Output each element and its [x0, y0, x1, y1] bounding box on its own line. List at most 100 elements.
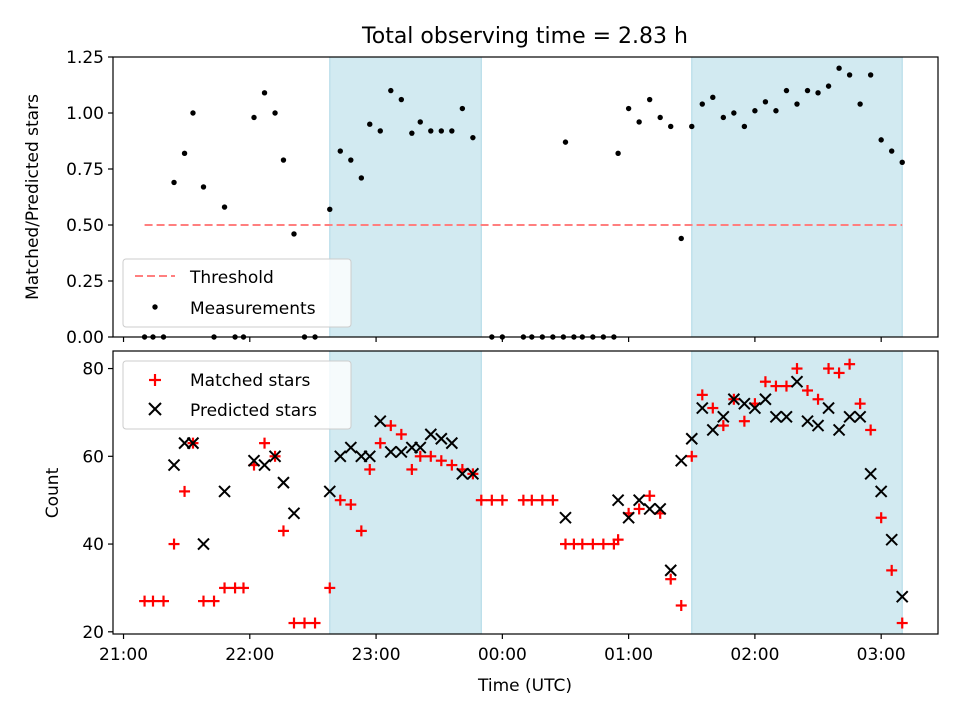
matched-point [833, 367, 845, 379]
matched-point [385, 420, 397, 432]
measurement-point [459, 105, 466, 112]
measurement-point [337, 148, 343, 154]
matched-point [147, 595, 159, 607]
matched-point [738, 415, 750, 427]
top-panel: 0.00 0.25 0.50 0.75 1.00 1.25 Matched/Predict… [23, 48, 939, 348]
measurement-point [867, 72, 874, 78]
measurement-point [836, 65, 842, 71]
predicted-point [414, 441, 427, 454]
measurement-point [668, 123, 674, 130]
measurement-point [562, 139, 569, 145]
matched-point [770, 380, 782, 392]
top-axes-frame [112, 56, 939, 338]
predicted-point [696, 401, 709, 415]
legend-threshold-label: Threshold [189, 268, 274, 288]
predicted-point [559, 511, 572, 524]
matched-point [486, 494, 498, 506]
measurement-point [752, 108, 758, 114]
predicted-point [832, 423, 846, 437]
predicted-point [801, 414, 814, 428]
matched-point [288, 617, 300, 629]
measurement-point [699, 101, 705, 107]
predicted-points [167, 375, 909, 603]
matched-point [364, 463, 376, 475]
y-tick-label: 40 [82, 535, 104, 555]
bottom-x-ticks: 21:00 22:00 23:00 00:00 01:00 02:00 03:00 [99, 634, 906, 665]
matched-point [355, 525, 367, 537]
matched-point [576, 538, 588, 550]
predicted-point [653, 502, 667, 516]
measurement-point [377, 128, 383, 134]
matched-point [299, 617, 311, 629]
measurement-point [428, 128, 434, 134]
predicted-point [287, 507, 301, 520]
predicted-point [811, 419, 825, 432]
matched-point [875, 512, 887, 524]
matched-points [139, 358, 908, 629]
matched-point [665, 573, 677, 585]
measurement-point [678, 235, 684, 242]
measurement-point [825, 83, 832, 89]
predicted-point [738, 397, 751, 410]
matched-point [536, 494, 548, 506]
predicted-point [874, 485, 888, 498]
measurement-point [291, 231, 297, 237]
measurement-point [899, 159, 905, 165]
predicted-point [218, 485, 231, 498]
y-tick-label: 0.75 [66, 160, 104, 180]
shaded-region [691, 56, 903, 338]
measurement-point [615, 150, 621, 157]
measurement-point [657, 114, 663, 121]
matched-point [425, 450, 437, 462]
measurement-point [625, 105, 632, 112]
y-tick-label: 0.25 [66, 272, 104, 292]
measurement-point [731, 110, 737, 116]
bottom-shaded-regions [329, 350, 903, 635]
matched-point [633, 503, 645, 515]
matched-point [406, 463, 418, 475]
measurement-point [804, 87, 811, 94]
matched-point [237, 582, 249, 594]
x-tick-label: 22:00 [225, 645, 274, 665]
x-tick-label: 03:00 [857, 645, 906, 665]
predicted-point [632, 493, 646, 507]
predicted-point [344, 441, 358, 454]
measurement-point [878, 137, 884, 143]
measurement-point [221, 204, 228, 210]
predicted-point [790, 375, 804, 388]
measurement-point [367, 121, 373, 127]
matched-point [324, 582, 336, 594]
matched-point [309, 617, 321, 629]
matched-point [644, 490, 656, 502]
predicted-point [759, 393, 772, 406]
y-tick-label: 20 [82, 623, 104, 643]
matched-point [414, 450, 426, 462]
measurement-point [646, 96, 653, 103]
measurement-point [348, 157, 354, 163]
matched-point [823, 363, 835, 375]
bottom-legend-box [122, 360, 352, 430]
measurement-point [181, 150, 188, 157]
predicted-point [445, 436, 459, 450]
predicted-point [885, 533, 898, 546]
measurement-point [388, 87, 394, 94]
y-tick-label: 0.50 [66, 216, 104, 236]
predicted-point [374, 414, 387, 428]
measurement-point [280, 157, 287, 163]
matched-point [208, 595, 220, 607]
matched-point [780, 380, 792, 392]
matched-point [277, 525, 289, 537]
y-tick-label: 1.25 [66, 48, 104, 68]
measurement-point [190, 110, 196, 116]
matched-point [597, 538, 609, 550]
matched-point [717, 420, 729, 432]
predicted-point [822, 401, 835, 415]
predicted-point [456, 467, 469, 481]
matched-point [259, 437, 271, 449]
measurement-point [794, 101, 800, 107]
measurement-point [741, 123, 748, 130]
x-tick-label: 00:00 [478, 645, 527, 665]
matched-point [435, 455, 447, 467]
bottom-y-ticks: 20 40 60 80 [82, 360, 113, 643]
